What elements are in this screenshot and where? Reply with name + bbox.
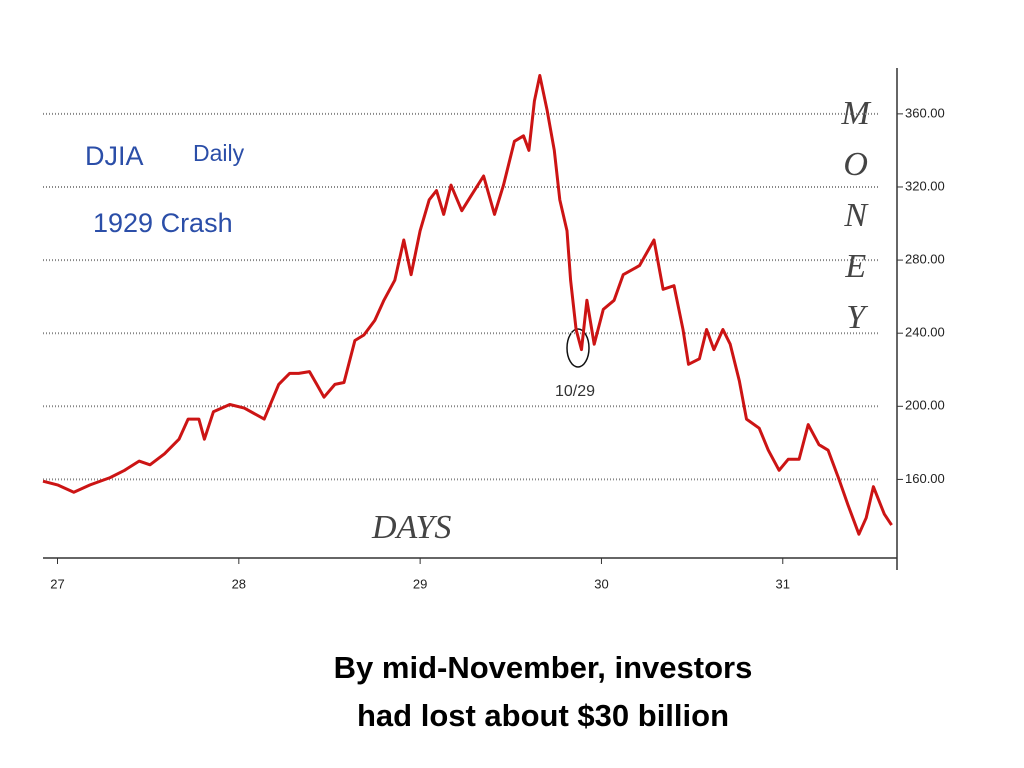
caption-line: had lost about $30 billion bbox=[357, 698, 729, 733]
highlight-circle bbox=[566, 328, 590, 368]
y-tick-label: 280.00 bbox=[905, 252, 945, 267]
x-axis-label: DAYS bbox=[371, 509, 451, 546]
point-label: 10/29 bbox=[555, 383, 595, 400]
y-tick-label: 200.00 bbox=[905, 398, 945, 413]
x-tick-label: 29 bbox=[413, 576, 427, 591]
chart-title: DJIA bbox=[85, 141, 144, 171]
data-line bbox=[42, 74, 893, 536]
x-tick-label: 27 bbox=[50, 576, 64, 591]
chart-subtitle: Daily bbox=[193, 140, 245, 166]
y-tick-label: 360.00 bbox=[905, 105, 945, 120]
y-tick-label: 240.00 bbox=[905, 325, 945, 340]
x-tick-label: 30 bbox=[594, 576, 608, 591]
x-tick-label: 31 bbox=[776, 576, 790, 591]
annotation: 1929 Crash bbox=[93, 208, 233, 238]
y-tick-label: 320.00 bbox=[905, 178, 945, 193]
x-tick-label: 28 bbox=[232, 576, 246, 591]
y-axis-label: MONEY bbox=[837, 95, 874, 350]
caption-line: By mid-November, investors bbox=[334, 650, 753, 685]
y-tick-label: 160.00 bbox=[905, 471, 945, 486]
